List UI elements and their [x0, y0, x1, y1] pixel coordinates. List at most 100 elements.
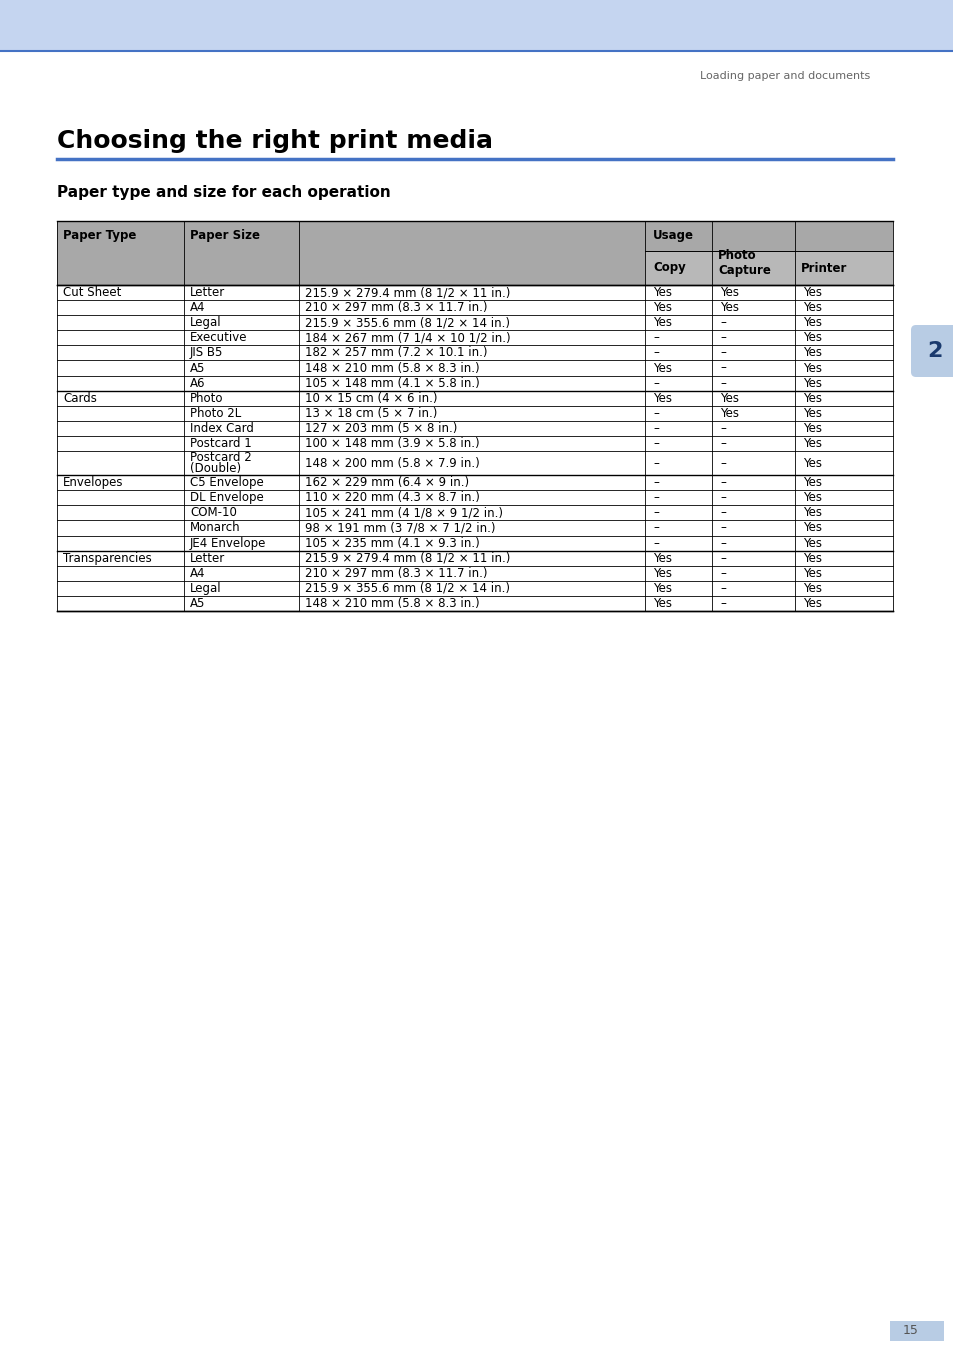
Text: –: –: [652, 331, 659, 345]
Text: –: –: [720, 316, 725, 330]
Text: JIS B5: JIS B5: [190, 346, 223, 359]
Text: A6: A6: [190, 377, 205, 389]
Text: Yes: Yes: [802, 597, 821, 609]
Text: Postcard 2: Postcard 2: [190, 450, 252, 463]
Text: Yes: Yes: [802, 567, 821, 580]
Text: A4: A4: [190, 567, 205, 580]
Text: 184 × 267 mm (7 1/4 × 10 1/2 in.): 184 × 267 mm (7 1/4 × 10 1/2 in.): [305, 331, 510, 345]
Text: Yes: Yes: [652, 301, 671, 315]
Text: 215.9 × 279.4 mm (8 1/2 × 11 in.): 215.9 × 279.4 mm (8 1/2 × 11 in.): [305, 286, 510, 299]
Text: Yes: Yes: [802, 286, 821, 299]
Text: 2: 2: [926, 340, 942, 361]
Text: Transparencies: Transparencies: [63, 551, 152, 565]
Text: Yes: Yes: [802, 331, 821, 345]
Text: Yes: Yes: [802, 476, 821, 489]
Text: –: –: [652, 492, 659, 504]
Text: –: –: [720, 331, 725, 345]
Text: A5: A5: [190, 362, 205, 374]
Text: Yes: Yes: [802, 392, 821, 405]
Text: DL Envelope: DL Envelope: [190, 492, 263, 504]
Text: –: –: [652, 377, 659, 389]
Text: COM-10: COM-10: [190, 507, 236, 519]
Text: Index Card: Index Card: [190, 422, 253, 435]
Text: Yes: Yes: [720, 286, 739, 299]
Text: –: –: [720, 422, 725, 435]
Text: 210 × 297 mm (8.3 × 11.7 in.): 210 × 297 mm (8.3 × 11.7 in.): [305, 301, 487, 315]
Bar: [57, 251, 644, 285]
Text: –: –: [720, 582, 725, 594]
Text: Yes: Yes: [720, 301, 739, 315]
Text: –: –: [720, 507, 725, 519]
Text: Cards: Cards: [63, 392, 97, 405]
Text: Letter: Letter: [190, 551, 225, 565]
Text: Yes: Yes: [802, 422, 821, 435]
Text: 100 × 148 mm (3.9 × 5.8 in.): 100 × 148 mm (3.9 × 5.8 in.): [305, 436, 479, 450]
Text: Yes: Yes: [802, 536, 821, 550]
Text: –: –: [720, 492, 725, 504]
Text: Cut Sheet: Cut Sheet: [63, 286, 121, 299]
Text: Yes: Yes: [802, 346, 821, 359]
Text: 182 × 257 mm (7.2 × 10.1 in.): 182 × 257 mm (7.2 × 10.1 in.): [305, 346, 487, 359]
Text: C5 Envelope: C5 Envelope: [190, 476, 263, 489]
Text: –: –: [720, 521, 725, 535]
Text: 15: 15: [902, 1324, 918, 1337]
Text: Paper Size: Paper Size: [190, 230, 260, 242]
Bar: [644, 251, 892, 285]
Text: Yes: Yes: [802, 301, 821, 315]
Text: 110 × 220 mm (4.3 × 8.7 in.): 110 × 220 mm (4.3 × 8.7 in.): [305, 492, 479, 504]
Text: Yes: Yes: [802, 492, 821, 504]
Text: 105 × 148 mm (4.1 × 5.8 in.): 105 × 148 mm (4.1 × 5.8 in.): [305, 377, 479, 389]
Bar: [57, 222, 892, 251]
Text: Legal: Legal: [190, 582, 221, 594]
Text: –: –: [720, 377, 725, 389]
Text: 215.9 × 279.4 mm (8 1/2 × 11 in.): 215.9 × 279.4 mm (8 1/2 × 11 in.): [305, 551, 510, 565]
Text: 148 × 200 mm (5.8 × 7.9 in.): 148 × 200 mm (5.8 × 7.9 in.): [305, 457, 479, 470]
Text: 215.9 × 355.6 mm (8 1/2 × 14 in.): 215.9 × 355.6 mm (8 1/2 × 14 in.): [305, 582, 510, 594]
Text: Yes: Yes: [652, 582, 671, 594]
Text: –: –: [652, 422, 659, 435]
Text: Yes: Yes: [802, 521, 821, 535]
Text: –: –: [720, 457, 725, 470]
Text: Yes: Yes: [802, 582, 821, 594]
Text: –: –: [720, 597, 725, 609]
Bar: [889, 1321, 943, 1342]
Text: Yes: Yes: [652, 567, 671, 580]
Text: –: –: [720, 567, 725, 580]
Text: –: –: [652, 507, 659, 519]
Text: Monarch: Monarch: [190, 521, 240, 535]
Text: Yes: Yes: [802, 377, 821, 389]
Text: Paper type and size for each operation: Paper type and size for each operation: [57, 185, 391, 200]
Text: Executive: Executive: [190, 331, 247, 345]
Text: A5: A5: [190, 597, 205, 609]
Text: Loading paper and documents: Loading paper and documents: [699, 72, 869, 81]
Text: Yes: Yes: [802, 362, 821, 374]
Text: Photo: Photo: [190, 392, 223, 405]
Text: Letter: Letter: [190, 286, 225, 299]
Text: 98 × 191 mm (3 7/8 × 7 1/2 in.): 98 × 191 mm (3 7/8 × 7 1/2 in.): [305, 521, 495, 535]
Text: Yes: Yes: [720, 407, 739, 420]
Text: 105 × 235 mm (4.1 × 9.3 in.): 105 × 235 mm (4.1 × 9.3 in.): [305, 536, 479, 550]
Text: Yes: Yes: [652, 316, 671, 330]
Text: Yes: Yes: [802, 457, 821, 470]
Text: –: –: [720, 362, 725, 374]
Text: JE4 Envelope: JE4 Envelope: [190, 536, 266, 550]
Text: Copy: Copy: [652, 262, 685, 274]
Text: Choosing the right print media: Choosing the right print media: [57, 128, 493, 153]
Text: –: –: [652, 436, 659, 450]
Text: Yes: Yes: [652, 551, 671, 565]
Text: 215.9 × 355.6 mm (8 1/2 × 14 in.): 215.9 × 355.6 mm (8 1/2 × 14 in.): [305, 316, 510, 330]
Text: Yes: Yes: [652, 286, 671, 299]
Text: –: –: [720, 436, 725, 450]
Text: 148 × 210 mm (5.8 × 8.3 in.): 148 × 210 mm (5.8 × 8.3 in.): [305, 362, 479, 374]
Text: Yes: Yes: [720, 392, 739, 405]
Text: Printer: Printer: [801, 262, 846, 274]
Text: 127 × 203 mm (5 × 8 in.): 127 × 203 mm (5 × 8 in.): [305, 422, 456, 435]
Text: (Double): (Double): [190, 462, 241, 476]
Text: –: –: [720, 536, 725, 550]
Text: Usage: Usage: [652, 230, 693, 242]
Text: Postcard 1: Postcard 1: [190, 436, 252, 450]
Text: Paper Type: Paper Type: [63, 230, 136, 242]
Text: –: –: [720, 476, 725, 489]
Text: Yes: Yes: [652, 362, 671, 374]
Text: 162 × 229 mm (6.4 × 9 in.): 162 × 229 mm (6.4 × 9 in.): [305, 476, 469, 489]
